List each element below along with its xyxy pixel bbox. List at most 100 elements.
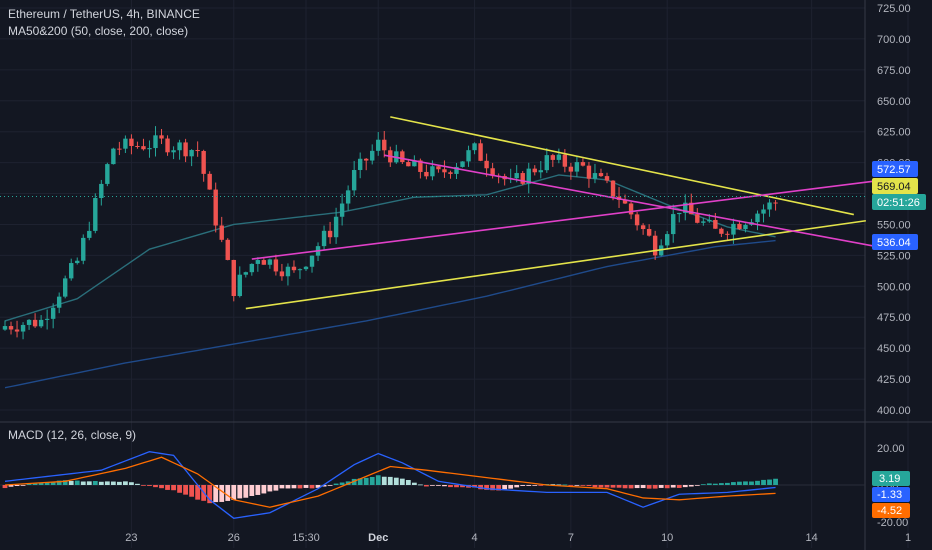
macd-histogram-bar bbox=[664, 485, 670, 489]
candle bbox=[646, 229, 652, 236]
macd-histogram-bar bbox=[712, 483, 718, 485]
macd-histogram-bar bbox=[562, 484, 568, 486]
macd-histogram-bar bbox=[165, 485, 170, 490]
price-axis-tick-label: 500.00 bbox=[877, 281, 911, 293]
candle bbox=[207, 173, 212, 190]
trendlines[interactable] bbox=[0, 116, 885, 310]
macd-histogram-bar bbox=[56, 480, 62, 485]
candle bbox=[255, 260, 261, 264]
candle bbox=[81, 237, 86, 261]
price-axis-tick-label: 475.00 bbox=[877, 312, 911, 324]
candle bbox=[731, 223, 736, 235]
macd-histogram-bar bbox=[357, 478, 363, 485]
price-axis-tick-label: 625.00 bbox=[877, 127, 911, 139]
candle bbox=[231, 259, 236, 297]
macd-histogram-bar bbox=[381, 476, 387, 485]
candle bbox=[562, 154, 568, 167]
trendline-magenta[interactable] bbox=[251, 179, 885, 260]
candle bbox=[69, 263, 74, 279]
candle bbox=[50, 307, 56, 319]
macd-histogram-bar bbox=[634, 485, 640, 489]
macd-histogram-bar bbox=[14, 485, 20, 487]
price-axis-tick-label: 400.00 bbox=[877, 405, 911, 417]
candle bbox=[652, 235, 658, 256]
candle bbox=[773, 202, 778, 204]
macd-histogram-bar bbox=[749, 481, 754, 485]
candle bbox=[357, 158, 363, 171]
macd-line-label: -1.33 bbox=[877, 489, 902, 501]
candle bbox=[291, 266, 297, 271]
candle bbox=[719, 228, 724, 234]
macd-histogram-bar bbox=[369, 476, 375, 485]
candle bbox=[436, 166, 441, 170]
candle bbox=[592, 173, 598, 179]
candle bbox=[412, 160, 417, 167]
macd-histogram-bar bbox=[110, 481, 116, 485]
candle bbox=[237, 274, 242, 297]
macd-histogram-bar bbox=[694, 485, 700, 486]
candle bbox=[382, 139, 387, 151]
price-axis-tick-label: 725.00 bbox=[877, 3, 911, 15]
candle bbox=[279, 271, 285, 277]
candle bbox=[677, 212, 682, 215]
macd-histogram-bar bbox=[32, 483, 38, 485]
candle bbox=[737, 223, 742, 230]
macd-hist-badge bbox=[872, 471, 910, 486]
macd-histogram-bar bbox=[315, 485, 321, 488]
macd-histogram-bar bbox=[658, 485, 664, 488]
ma-indicator-title[interactable]: MA50&200 (50, close, 200, close) bbox=[8, 24, 188, 38]
candle bbox=[93, 198, 98, 231]
symbol-title[interactable]: Ethereum / TetherUS, 4h, BINANCE bbox=[8, 7, 200, 21]
macd-histogram-bar bbox=[448, 485, 453, 488]
macd-axis-tick-label: -20.00 bbox=[877, 517, 908, 529]
macd-histogram-bar bbox=[279, 485, 285, 489]
price-labels: 572.57 569.04 02:51:26 536.04 3.19 -1.33… bbox=[872, 161, 926, 518]
candle bbox=[273, 259, 279, 272]
macd-histogram-bar bbox=[291, 485, 297, 489]
macd-pane bbox=[0, 451, 865, 519]
candle bbox=[707, 219, 712, 222]
candle bbox=[550, 155, 556, 160]
trendline-magenta[interactable] bbox=[384, 154, 885, 249]
macd-histogram-bar bbox=[2, 485, 8, 489]
macd-histogram-bar bbox=[189, 485, 195, 497]
macd-histogram-bar bbox=[761, 479, 766, 485]
time-axis-tick-label: 15:30 bbox=[292, 532, 320, 544]
macd-histogram-bar bbox=[399, 478, 405, 485]
macd-histogram-bar bbox=[309, 485, 315, 489]
macd-histogram-bar bbox=[387, 476, 393, 485]
macd-histogram-bar bbox=[207, 485, 213, 504]
candle bbox=[568, 166, 574, 172]
trendline-yellow[interactable] bbox=[245, 219, 866, 310]
macd-histogram-bar bbox=[8, 485, 14, 487]
candle bbox=[454, 166, 459, 174]
macd-histogram-bar bbox=[520, 485, 526, 486]
price-axis-tick-label: 700.00 bbox=[877, 34, 911, 46]
candle bbox=[695, 214, 700, 223]
trendline-yellow[interactable] bbox=[390, 116, 854, 216]
macd-histogram-bar bbox=[225, 485, 231, 501]
macd-histogram-bar bbox=[454, 485, 459, 488]
last-price-label: 572.57 bbox=[877, 164, 911, 176]
macd-histogram-bar bbox=[688, 485, 694, 487]
candle bbox=[604, 176, 610, 181]
macd-histogram-bar bbox=[38, 482, 44, 485]
macd-histogram-bar bbox=[195, 485, 201, 500]
candle bbox=[339, 203, 345, 217]
macd-histogram-bar bbox=[598, 485, 604, 488]
signal-line-label: -4.52 bbox=[877, 505, 902, 517]
candle bbox=[267, 259, 273, 265]
macd-histogram-bar bbox=[550, 484, 556, 485]
ma200-line bbox=[4, 239, 776, 389]
macd-histogram-bar bbox=[159, 485, 164, 489]
candle bbox=[520, 173, 525, 184]
macd-indicator-title[interactable]: MACD (12, 26, close, 9) bbox=[8, 428, 136, 442]
candle bbox=[598, 173, 604, 177]
macd-hist-label: 3.19 bbox=[879, 473, 900, 485]
candle bbox=[153, 135, 158, 149]
candle bbox=[195, 150, 200, 152]
macd-histogram-bar bbox=[568, 485, 574, 486]
time-axis-tick-label: Dec bbox=[368, 532, 388, 544]
candle bbox=[351, 170, 357, 191]
